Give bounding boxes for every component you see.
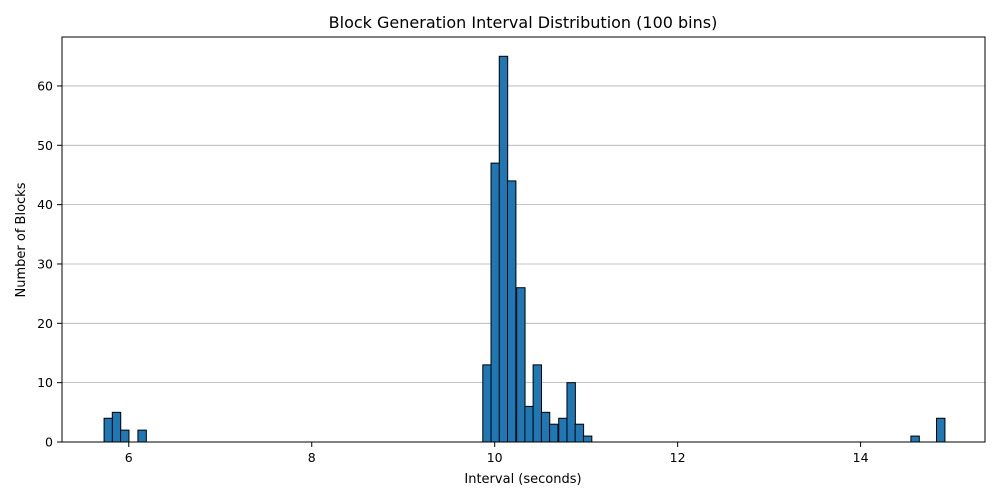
histogram-bar [582, 435, 593, 443]
y-tick-label: 50 [37, 138, 53, 153]
histogram-bar [498, 55, 509, 443]
histogram-bar [574, 423, 585, 443]
y-axis-ticks: 0 10 20 30 40 50 60 [37, 78, 62, 450]
histogram-bar [910, 435, 920, 443]
histogram-bar [524, 405, 534, 443]
histogram-bar [120, 429, 130, 443]
y-tick-label: 30 [37, 256, 53, 271]
y-axis-label: Number of Blocks [14, 182, 29, 297]
y-tick-label: 20 [37, 316, 53, 331]
histogram-bar [516, 287, 526, 443]
histogram-bar [490, 162, 500, 443]
x-tick-label: 10 [487, 450, 503, 465]
histogram-bars [103, 55, 946, 443]
histogram-bar [137, 429, 147, 443]
x-tick-label: 6 [125, 450, 133, 465]
histogram-bar [103, 417, 113, 443]
x-axis-ticks: 6 8 10 12 14 [125, 442, 869, 465]
x-tick-label: 12 [670, 450, 686, 465]
plot-frame [61, 36, 986, 443]
histogram-bar [482, 364, 492, 443]
y-tick-label: 40 [37, 197, 53, 212]
y-tick-label: 10 [37, 375, 53, 390]
histogram-bar [532, 364, 543, 443]
histogram-bar [540, 411, 551, 443]
histogram-bar [566, 382, 576, 443]
histogram-bar [506, 180, 517, 443]
x-tick-label: 14 [853, 450, 869, 465]
histogram-bar [558, 417, 568, 443]
histogram-bar [111, 411, 122, 443]
y-tick-label: 60 [37, 78, 53, 93]
histogram-bar [549, 423, 559, 443]
histogram-bar [936, 417, 946, 443]
x-axis-label: Interval (seconds) [464, 472, 581, 487]
x-tick-label: 8 [308, 450, 316, 465]
y-tick-label: 0 [45, 435, 53, 450]
chart-title: Block Generation Interval Distribution (… [329, 13, 718, 32]
